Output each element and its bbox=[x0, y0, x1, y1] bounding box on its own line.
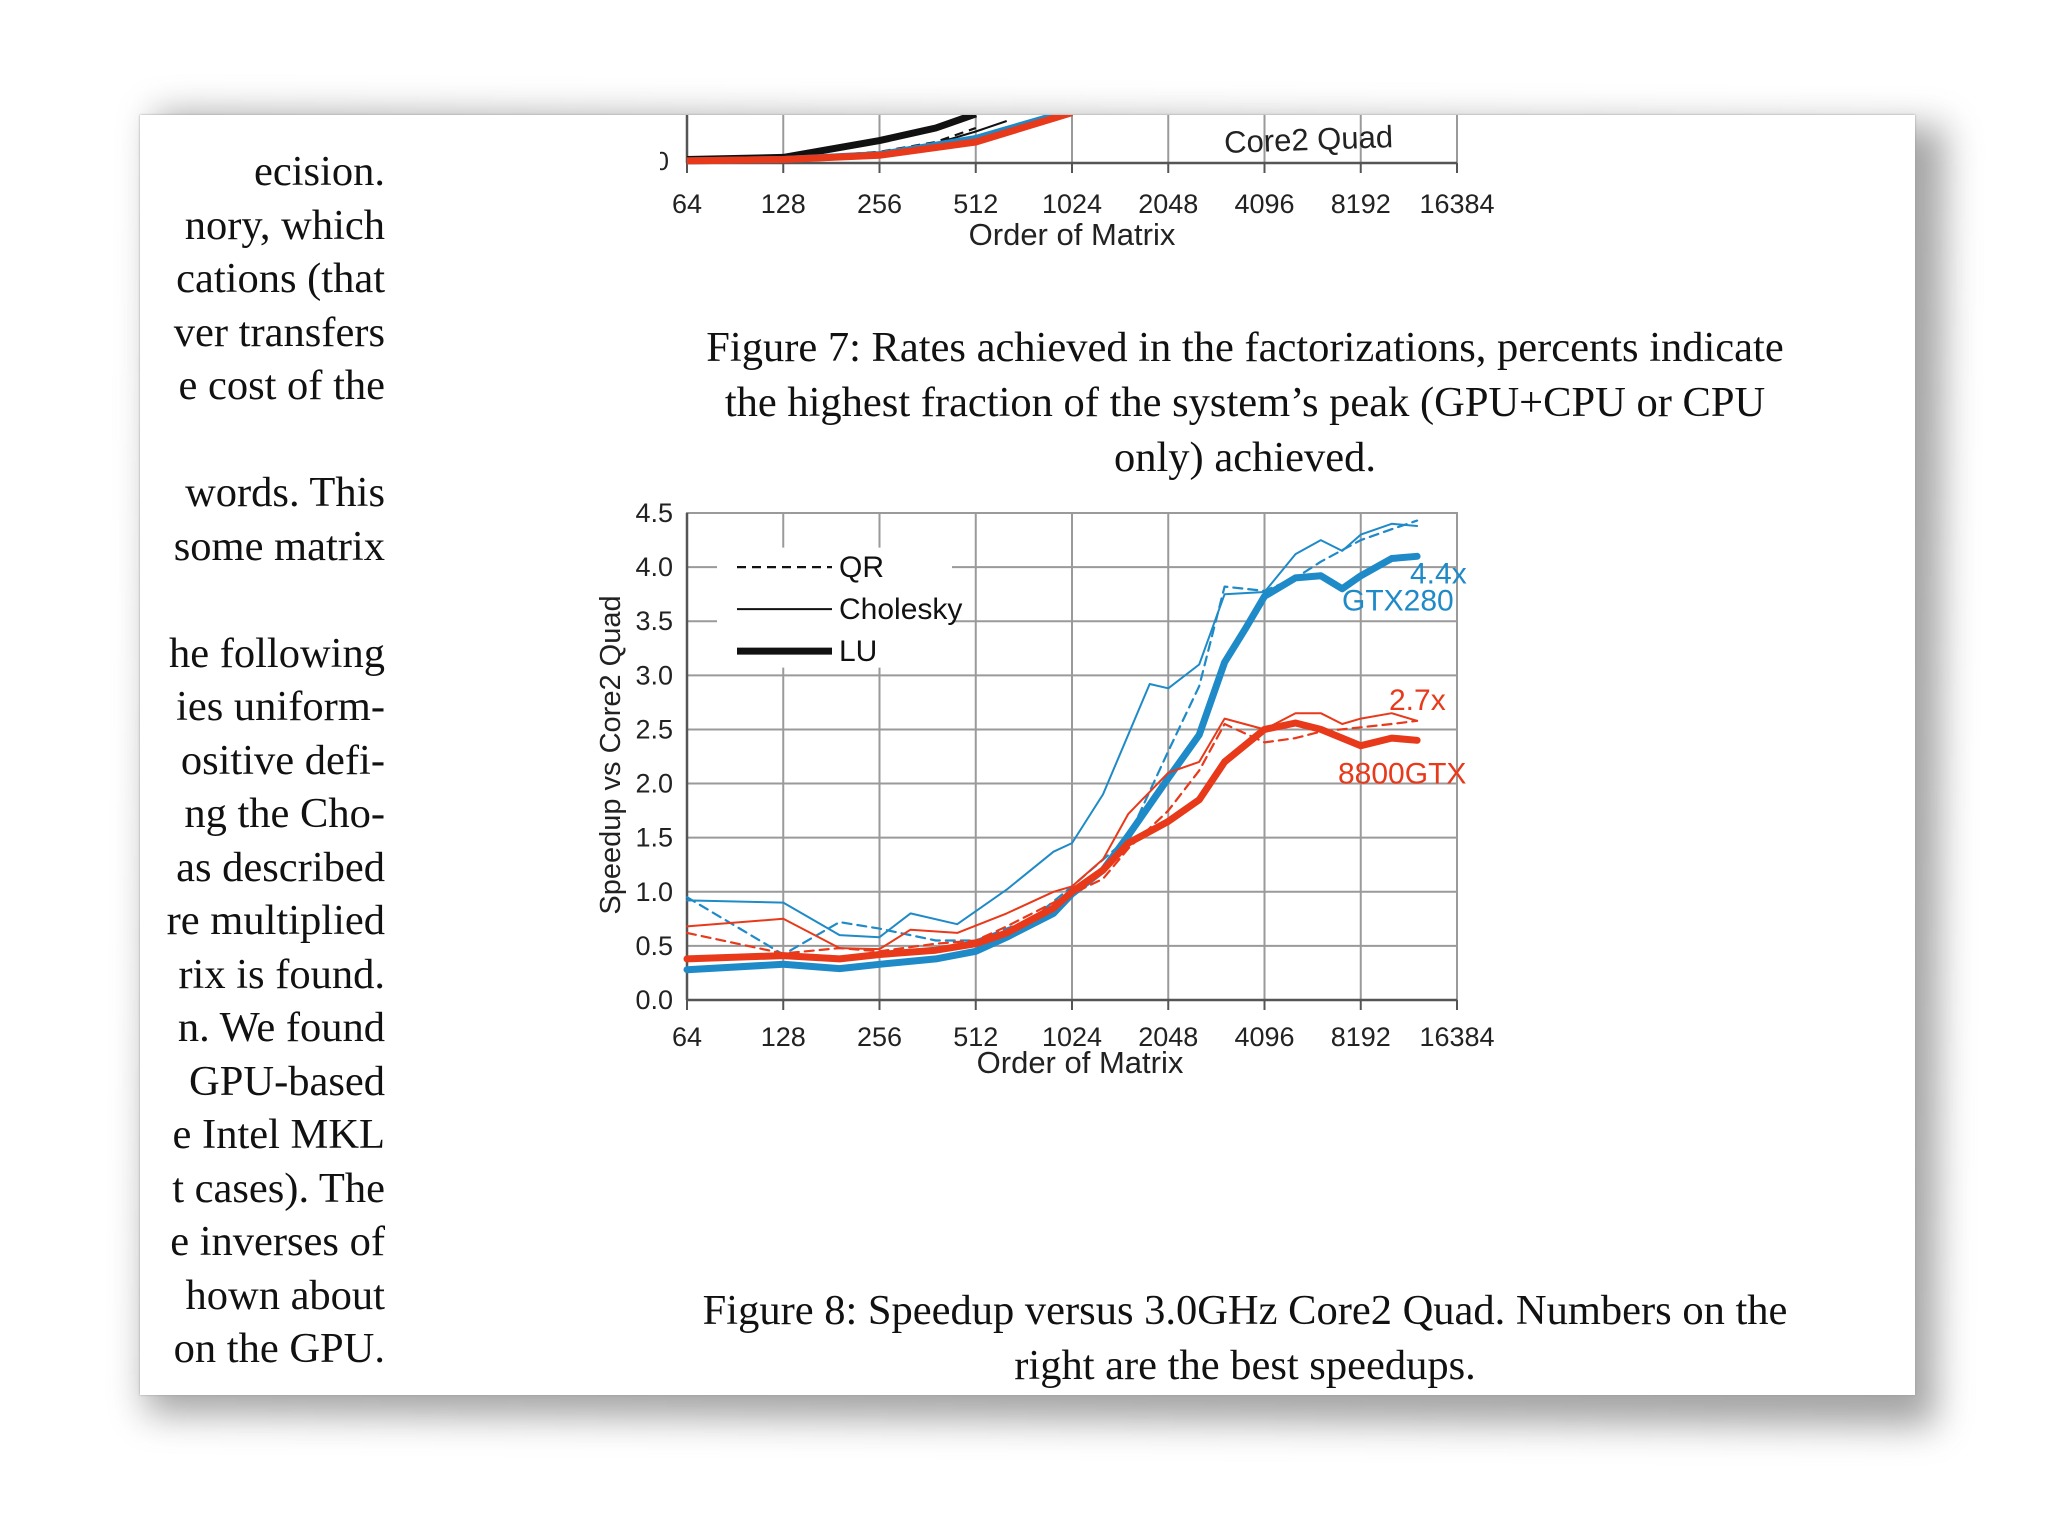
figure7-x-tick-label: 4096 bbox=[1234, 189, 1294, 219]
figure8-x-tick-label: 2048 bbox=[1138, 1022, 1198, 1052]
figure8-y-tick-label: 0.5 bbox=[635, 931, 673, 961]
figure7-x-tick-label: 256 bbox=[857, 189, 902, 219]
figure8-legend-label: Cholesky bbox=[839, 593, 962, 626]
left-text-line: re multiplied bbox=[166, 897, 385, 944]
left-text-line: words. This bbox=[185, 469, 385, 516]
figure8-x-tick-label: 64 bbox=[672, 1022, 702, 1052]
figure8-y-tick-label: 2.5 bbox=[635, 714, 673, 744]
left-text-line: e cost of the bbox=[178, 362, 385, 409]
figure8-x-tick-label: 512 bbox=[953, 1022, 998, 1052]
figure7-x-tick-label: 2048 bbox=[1138, 189, 1198, 219]
figure7-x-tick-label: 128 bbox=[761, 189, 806, 219]
left-text-line: GPU-based bbox=[189, 1057, 385, 1105]
figure8-legend-label: LU bbox=[839, 635, 877, 668]
figure7-chart: 64 128 256 512 1024 2048 4096 8192 16384 0 Order… bbox=[660, 115, 1495, 252]
left-text-line: ecision. bbox=[253, 148, 385, 195]
left-text-line: ng the Cho- bbox=[184, 790, 385, 837]
left-text-line: ver transfers bbox=[173, 308, 385, 356]
left-text-line: he following bbox=[168, 629, 385, 677]
left-text-line: rix is found. bbox=[178, 950, 385, 998]
left-text-line: nory, which bbox=[184, 201, 385, 249]
left-text-line: ies uniform- bbox=[176, 683, 385, 730]
left-text-line: cations (that bbox=[176, 255, 385, 302]
figure8-y-tick-label: 3.5 bbox=[635, 606, 673, 636]
figure8-y-tick-label: 1.5 bbox=[635, 823, 673, 853]
figure8-y-tick-label: 4.5 bbox=[635, 498, 673, 528]
caption-line: Figure 8: Speedup versus 3.0GHz Core2 Qu… bbox=[702, 1287, 1788, 1334]
left-column-text: ecision. nory, which cations (that ver tran… bbox=[140, 145, 385, 1376]
figure8-annotation-gtx-speedup: 4.4x bbox=[1410, 557, 1467, 590]
figure8-y-axis-label: Speedup vs Core2 Quad bbox=[595, 595, 627, 914]
figure7-series-line-4 bbox=[686, 115, 1074, 165]
figure8-annotation-g80-name: 8800GTX bbox=[1338, 758, 1466, 791]
left-text-line: as described bbox=[176, 843, 385, 891]
figure8-series-line-2 bbox=[683, 552, 1421, 974]
figure7-x-tick-label: 64 bbox=[672, 189, 702, 219]
figure8-y-tick-label: 2.0 bbox=[635, 769, 673, 799]
figure8-x-tick-label: 256 bbox=[857, 1022, 902, 1052]
figure7-y-tick-0: 0 bbox=[660, 146, 669, 176]
left-text-line: n. We found bbox=[177, 1004, 385, 1051]
left-text-line: e inverses of bbox=[170, 1218, 385, 1265]
figure8-series-line-4 bbox=[686, 712, 1419, 951]
figure8-annotation-gtx-name: GTX280 bbox=[1342, 584, 1454, 617]
figure8-legend-label: QR bbox=[839, 551, 884, 584]
left-text-line: t cases). The bbox=[172, 1164, 385, 1212]
figure8-x-tick-label: 8192 bbox=[1331, 1022, 1391, 1052]
left-text-line: hown about bbox=[185, 1271, 386, 1319]
left-text-line: on the GPU. bbox=[173, 1325, 385, 1372]
figure8-y-tick-label: 0.0 bbox=[635, 985, 673, 1015]
figure7-core2-annotation: Core2 Quad bbox=[1224, 119, 1394, 160]
caption-line: Figure 7: Rates achieved in the factoriz… bbox=[706, 324, 1784, 371]
figure8-caption: Figure 8: Speedup versus 3.0GHz Core2 Qu… bbox=[580, 1283, 1910, 1393]
caption-line: right are the best speedups. bbox=[1014, 1342, 1476, 1389]
figure7-series-line-0 bbox=[686, 115, 977, 163]
figure7-x-axis-label: Order of Matrix bbox=[969, 217, 1176, 252]
left-text-line: some matrix bbox=[173, 522, 385, 570]
figure8-y-tick-label: 1.0 bbox=[635, 877, 673, 907]
figure7-x-tick-label: 512 bbox=[953, 189, 998, 219]
figure8-series-line-1 bbox=[686, 522, 1419, 939]
paper-page: ecision. nory, which cations (that ver tran… bbox=[140, 115, 1915, 1395]
figure8-x-tick-label: 16384 bbox=[1419, 1022, 1494, 1052]
caption-line: the highest fraction of the system’s pea… bbox=[724, 379, 1766, 426]
figure8-y-tick-label: 4.0 bbox=[635, 552, 673, 582]
left-text-line bbox=[140, 413, 385, 467]
left-text-line bbox=[140, 573, 385, 627]
left-text-line: e Intel MKL bbox=[172, 1111, 385, 1158]
figure8-x-axis-label: Order of Matrix bbox=[977, 1045, 1184, 1080]
caption-line: only) achieved. bbox=[1114, 434, 1376, 481]
figure8-x-tick-label: 4096 bbox=[1234, 1022, 1294, 1052]
figure8-annotation-g80-speedup: 2.7x bbox=[1389, 684, 1446, 717]
figure8-series-line-5 bbox=[683, 719, 1421, 963]
figure7-x-tick-label: 1024 bbox=[1042, 189, 1102, 219]
left-text-line: ositive defi- bbox=[180, 736, 385, 784]
figure8-x-tick-label: 1024 bbox=[1042, 1022, 1102, 1052]
figure7-x-tick-label: 8192 bbox=[1331, 189, 1391, 219]
figure8-series-line-3 bbox=[685, 719, 1419, 955]
figure7-x-tick-label: 16384 bbox=[1419, 189, 1494, 219]
figure8-y-tick-label: 3.0 bbox=[635, 660, 673, 690]
figure7-caption: Figure 7: Rates achieved in the factoriz… bbox=[580, 320, 1910, 485]
figure8-x-tick-label: 128 bbox=[761, 1022, 806, 1052]
